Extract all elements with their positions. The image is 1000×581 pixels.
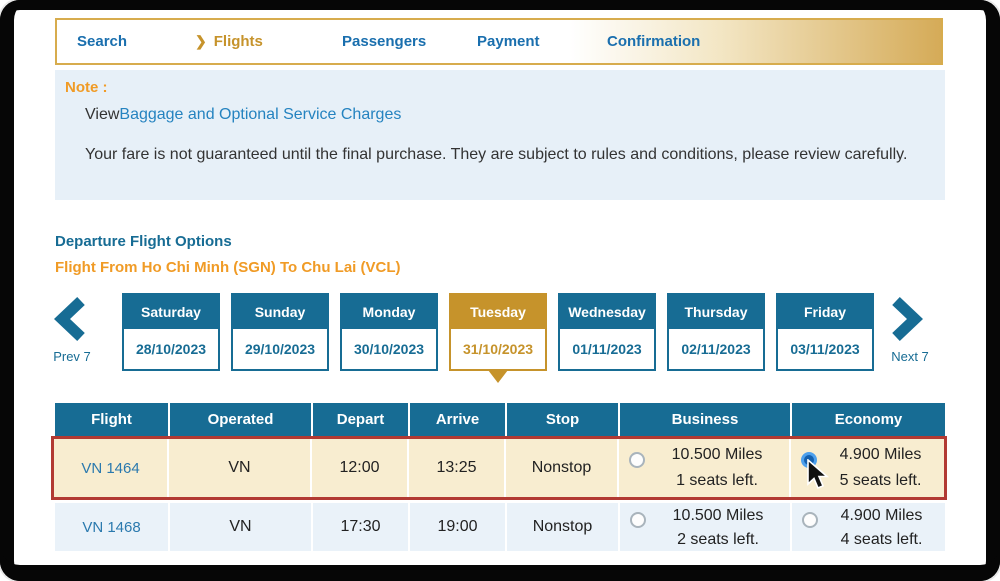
day-date: 03/11/2023 — [778, 329, 872, 369]
day-date: 01/11/2023 — [560, 329, 654, 369]
fare-text: 4.900 Miles 4 seats left. — [818, 503, 945, 552]
day-card-saturday[interactable]: Saturday 28/10/2023 — [122, 293, 220, 371]
step-navigation-bar: Search ❯ Flights Passengers Payment Conf… — [55, 18, 943, 65]
day-name: Monday — [342, 295, 436, 329]
flight-row-vn1468: VN 1468 VN 17:30 19:00 Nonstop 10.500 Mi… — [55, 503, 945, 551]
day-name: Tuesday — [451, 295, 545, 329]
flight-table-header: Flight Operated Depart Arrive Stop Busin… — [55, 403, 945, 436]
day-card-tuesday-selected[interactable]: Tuesday 31/10/2023 — [449, 293, 547, 371]
seats-left: 1 seats left. — [676, 472, 758, 489]
day-card-monday[interactable]: Monday 30/10/2023 — [340, 293, 438, 371]
economy-fare-radio[interactable] — [802, 512, 818, 528]
baggage-charges-link[interactable]: Baggage and Optional Service Charges — [119, 106, 402, 123]
fare-text: 4.900 Miles 5 seats left. — [817, 439, 944, 494]
operated-cell: VN — [169, 439, 312, 497]
seats-left: 2 seats left. — [677, 531, 759, 548]
day-date: 28/10/2023 — [124, 329, 218, 369]
seats-left: 5 seats left. — [839, 472, 922, 489]
day-date: 29/10/2023 — [233, 329, 327, 369]
col-header-flight: Flight — [55, 403, 170, 436]
next-week-arrow-icon[interactable] — [888, 296, 924, 342]
day-name: Friday — [778, 295, 872, 329]
business-fare-radio[interactable] — [629, 452, 645, 468]
col-header-operated: Operated — [170, 403, 313, 436]
arrive-cell: 19:00 — [410, 503, 507, 551]
seats-left: 4 seats left. — [840, 531, 923, 548]
nav-step-label: Payment — [477, 33, 540, 50]
operated-cell: VN — [170, 503, 313, 551]
miles-value: 4.900 Miles — [839, 446, 922, 463]
day-card-sunday[interactable]: Sunday 29/10/2023 — [231, 293, 329, 371]
day-name: Wednesday — [560, 295, 654, 329]
col-header-economy: Economy — [834, 411, 903, 428]
miles-value: 10.500 Miles — [672, 507, 764, 524]
day-date: 30/10/2023 — [342, 329, 436, 369]
day-date: 31/10/2023 — [451, 329, 545, 369]
nav-step-confirmation[interactable]: Confirmation — [607, 20, 700, 63]
day-card-wednesday[interactable]: Wednesday 01/11/2023 — [558, 293, 656, 371]
economy-fare-option[interactable]: 4.900 Miles 4 seats left. — [792, 503, 945, 551]
fare-text: 10.500 Miles 2 seats left. — [646, 503, 790, 552]
active-step-caret-icon: ❯ — [195, 33, 207, 49]
nav-step-label: Search — [77, 33, 128, 50]
day-name: Thursday — [669, 295, 763, 329]
next-week-label[interactable]: Next 7 — [891, 349, 929, 364]
nav-step-payment[interactable]: Payment — [477, 20, 540, 63]
business-fare-radio[interactable] — [630, 512, 646, 528]
note-view-prefix: View — [85, 106, 120, 123]
nav-step-label: Flights — [213, 33, 263, 50]
day-card-friday[interactable]: Friday 03/11/2023 — [776, 293, 874, 371]
day-name: Saturday — [124, 295, 218, 329]
economy-fare-option[interactable]: 4.900 Miles 5 seats left. — [791, 439, 944, 497]
note-heading: Note : — [65, 79, 108, 96]
stop-cell: Nonstop — [507, 503, 620, 551]
fare-text: 10.500 Miles 1 seats left. — [645, 439, 789, 494]
prev-week-label[interactable]: Prev 7 — [53, 349, 91, 364]
miles-value: 10.500 Miles — [671, 446, 763, 463]
route-subtitle: Flight From Ho Chi Minh (SGN) To Chu Lai… — [55, 259, 401, 276]
day-name: Sunday — [233, 295, 327, 329]
flight-number-link[interactable]: VN 1464 — [54, 439, 169, 497]
nav-step-flights[interactable]: ❯ Flights — [195, 20, 263, 63]
depart-cell: 12:00 — [312, 439, 409, 497]
depart-cell: 17:30 — [313, 503, 410, 551]
nav-step-search[interactable]: Search — [77, 20, 127, 63]
col-header-business: Business — [620, 403, 792, 436]
arrive-cell: 13:25 — [409, 439, 506, 497]
miles-value: 4.900 Miles — [840, 507, 923, 524]
business-fare-option[interactable]: 10.500 Miles 2 seats left. — [620, 503, 792, 551]
day-date: 02/11/2023 — [669, 329, 763, 369]
prev-week-arrow-icon[interactable] — [53, 296, 89, 342]
nav-step-label: Passengers — [342, 33, 427, 50]
col-header-arrive: Arrive — [410, 403, 507, 436]
note-view-line: ViewBaggage and Optional Service Charges — [85, 106, 401, 124]
note-panel: Note : ViewBaggage and Optional Service … — [55, 70, 945, 200]
nav-step-passengers[interactable]: Passengers — [342, 20, 426, 63]
day-card-thursday[interactable]: Thursday 02/11/2023 — [667, 293, 765, 371]
col-header-stop: Stop — [507, 403, 620, 436]
fare-disclaimer-text: Your fare is not guaranteed until the fi… — [85, 146, 908, 163]
selected-day-pointer — [488, 370, 508, 383]
business-fare-option[interactable]: 10.500 Miles 1 seats left. — [619, 439, 791, 497]
mouse-cursor-icon — [807, 459, 830, 490]
flight-row-vn1464-highlighted: VN 1464 VN 12:00 13:25 Nonstop 10.500 Mi… — [51, 436, 947, 500]
stop-cell: Nonstop — [506, 439, 619, 497]
departure-options-title: Departure Flight Options — [55, 233, 232, 250]
col-header-depart: Depart — [313, 403, 410, 436]
nav-step-label: Confirmation — [607, 33, 701, 50]
flight-number-link[interactable]: VN 1468 — [55, 503, 170, 551]
